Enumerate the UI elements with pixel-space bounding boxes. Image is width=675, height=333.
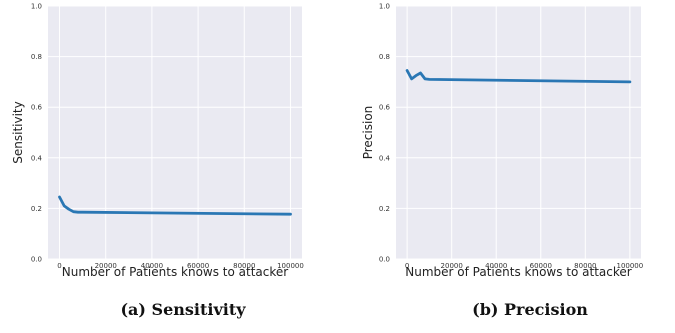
x-tick-label: 80000	[233, 262, 255, 270]
y-axis-label: Sensitivity	[11, 101, 25, 163]
plot-area	[48, 6, 302, 259]
sensitivity-caption: (a) Sensitivity	[120, 300, 246, 319]
x-tick-label: 100000	[277, 262, 304, 270]
x-axis-label: Number of Patients knows to attacker	[405, 265, 632, 279]
y-tick-label: 0.6	[31, 104, 43, 112]
series-line	[58, 195, 292, 216]
x-tick-label: 0	[57, 262, 61, 270]
x-tick-label: 100000	[616, 262, 643, 270]
y-tick-label: 0.2	[379, 205, 390, 213]
y-tick-label: 0.4	[31, 154, 43, 162]
y-axis-label: Precision	[361, 106, 375, 160]
x-tick-label: 20000	[441, 262, 463, 270]
y-tick-label: 0.8	[379, 53, 390, 61]
tick-labels: 0.0 0.2 0.4 0.6 0.8 1.0 0 20000 40000 60000 80000 1…	[31, 3, 304, 271]
x-tick-label: 40000	[141, 262, 163, 270]
y-tick-label: 0.0	[379, 256, 390, 264]
x-axis-label: Number of Patients knows to attacker	[62, 265, 289, 279]
gridlines	[48, 5, 302, 260]
tick-labels: 0.0 0.2 0.4 0.6 0.8 1.0 0 20000 40000 60000 80000 1…	[379, 3, 643, 271]
gridlines	[396, 5, 641, 260]
y-tick-label: 0.4	[379, 154, 391, 162]
x-tick-label: 80000	[574, 262, 596, 270]
series-line	[405, 69, 632, 84]
series-lines	[405, 69, 632, 84]
y-tick-label: 0.8	[31, 53, 42, 61]
y-tick-label: 0.6	[379, 104, 391, 112]
y-tick-label: 1.0	[31, 3, 42, 11]
x-tick-label: 20000	[95, 262, 117, 270]
x-tick-label: 60000	[187, 262, 209, 270]
precision-chart: 0.0 0.2 0.4 0.6 0.8 1.0 0 20000 40000 60000 80000 1…	[361, 3, 643, 280]
sensitivity-chart: 0.0 0.2 0.4 0.6 0.8 1.0 0 20000 40000 60000 80000 1…	[11, 3, 304, 280]
series-lines	[58, 195, 292, 216]
x-tick-label: 60000	[530, 262, 552, 270]
y-tick-label: 0.2	[31, 205, 42, 213]
x-tick-label: 0	[405, 262, 409, 270]
precision-caption: (b) Precision	[472, 300, 588, 319]
y-tick-label: 0.0	[31, 256, 42, 264]
x-tick-label: 40000	[485, 262, 507, 270]
plot-area	[396, 6, 641, 259]
y-tick-label: 1.0	[379, 3, 390, 11]
